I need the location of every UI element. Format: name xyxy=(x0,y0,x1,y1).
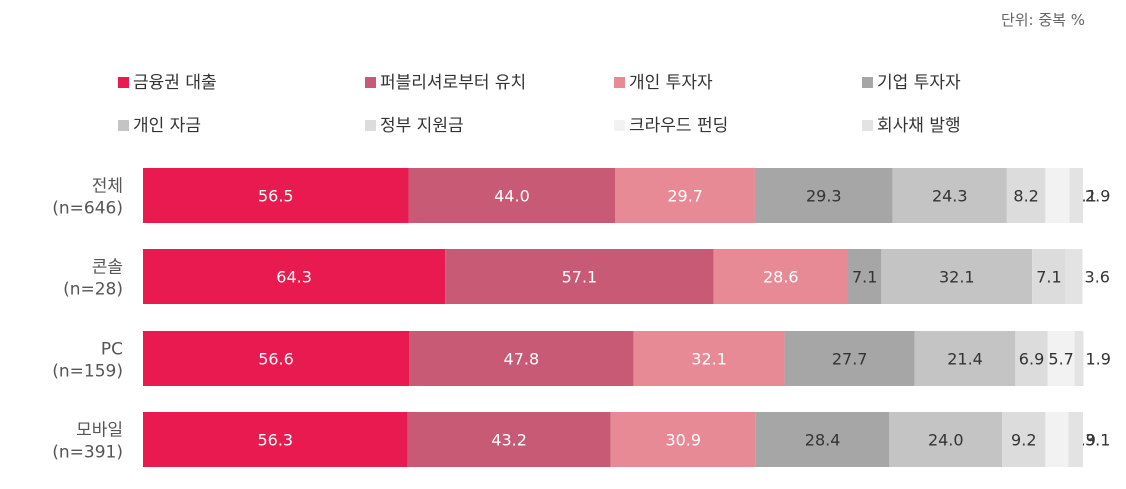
data-label: 2.9 xyxy=(1085,187,1110,206)
bar-segment xyxy=(1015,331,1048,386)
data-label: 3.6 xyxy=(1085,268,1110,287)
legend-label: 개인 자금 xyxy=(133,116,201,136)
data-label: 57.1 xyxy=(562,268,598,287)
bar-segment xyxy=(848,249,882,304)
data-label: 32.1 xyxy=(939,268,975,287)
data-label: 32.1 xyxy=(691,350,727,369)
bar-segment xyxy=(615,168,755,223)
data-label: 1.9 xyxy=(1085,350,1110,369)
legend-label: 기업 투자자 xyxy=(877,73,961,93)
bar-segment xyxy=(1074,331,1084,386)
data-label: 7.1 xyxy=(1036,268,1061,287)
legend-label: 퍼블리셔로부터 유치 xyxy=(380,73,526,93)
data-label: 27.7 xyxy=(832,350,868,369)
data-label: 29.3 xyxy=(806,187,842,206)
legend-swatch xyxy=(365,77,376,88)
bar-segment xyxy=(1045,412,1069,467)
data-label: 24.3 xyxy=(932,187,968,206)
category-axis: 전체(n=646) 콘솔(n=28) PC(n=159) 모바일(n=391) xyxy=(52,177,123,463)
category-label: 모바일 xyxy=(76,421,123,441)
data-label: 8.2 xyxy=(1013,187,1038,206)
bar-segment xyxy=(633,331,785,386)
bar-segment xyxy=(1065,249,1083,304)
data-label: 24.0 xyxy=(928,431,964,450)
bar-segment xyxy=(889,412,1003,467)
data-label: 29.7 xyxy=(667,187,703,206)
category-label: (n=159) xyxy=(52,362,123,382)
data-label: 44.0 xyxy=(494,187,530,206)
data-label: 5.7 xyxy=(1048,350,1073,369)
category-label: (n=391) xyxy=(52,443,123,463)
legend-label: 회사채 발행 xyxy=(877,116,961,136)
bar-segment xyxy=(143,249,446,304)
bar-segment xyxy=(408,168,616,223)
legend-label: 크라우드 펀딩 xyxy=(629,116,728,136)
legend-swatch xyxy=(118,120,129,131)
legend-label: 개인 투자자 xyxy=(629,73,713,93)
bar-segment xyxy=(892,168,1007,223)
legend-swatch xyxy=(862,77,873,88)
data-label: 56.6 xyxy=(258,350,294,369)
data-label: 28.4 xyxy=(805,431,841,450)
bar-segment xyxy=(409,331,634,386)
bar-segment xyxy=(143,168,409,223)
legend-swatch xyxy=(118,77,129,88)
data-label: 21.4 xyxy=(947,350,983,369)
legend-label: 금융권 대출 xyxy=(133,73,217,93)
legend-swatch xyxy=(365,120,376,131)
category-label: 전체 xyxy=(92,177,123,197)
data-label: 30.9 xyxy=(665,431,701,450)
bar-segment xyxy=(754,168,893,223)
legend-swatch xyxy=(614,77,625,88)
data-label: 28.6 xyxy=(763,268,799,287)
category-label: PC xyxy=(101,340,123,360)
bar-segment xyxy=(713,249,848,304)
bar-segment xyxy=(1047,331,1075,386)
data-label: 3.1 xyxy=(1085,431,1110,450)
legend-swatch xyxy=(862,120,873,131)
category-label: 콘솔 xyxy=(92,258,123,278)
data-label: 9.2 xyxy=(1011,431,1036,450)
legend-swatch xyxy=(614,120,625,131)
bar-segment xyxy=(1006,168,1046,223)
category-label: (n=28) xyxy=(63,280,123,300)
bar-segment xyxy=(610,412,756,467)
data-label: 43.2 xyxy=(491,431,527,450)
bar-segment xyxy=(881,249,1033,304)
category-label: (n=646) xyxy=(52,199,123,219)
data-label: 56.3 xyxy=(257,431,293,450)
data-label: 56.5 xyxy=(258,187,294,206)
bar-segment xyxy=(1068,412,1083,467)
bar-segment xyxy=(755,412,890,467)
bar-segment xyxy=(1032,249,1066,304)
bar-segment xyxy=(784,331,915,386)
bar-segment xyxy=(1069,168,1083,223)
unit-note: 단위: 중복 % xyxy=(1001,11,1085,29)
bar-segment xyxy=(143,331,410,386)
data-label: 6.9 xyxy=(1019,350,1044,369)
bar-segment xyxy=(914,331,1016,386)
data-label: 64.3 xyxy=(276,268,312,287)
bar-segment xyxy=(1045,168,1070,223)
bar-segment xyxy=(445,249,714,304)
data-label: 7.1 xyxy=(852,268,877,287)
bar-segment xyxy=(407,412,611,467)
bar-area: 56.5 44.0 29.7 29.3 24.3 8.2 5.12.964.3 57.1 28.… xyxy=(143,168,1111,467)
legend-label: 정부 지원금 xyxy=(380,116,464,136)
bar-segment xyxy=(1002,412,1046,467)
data-label: 47.8 xyxy=(504,350,540,369)
bar-segment xyxy=(143,412,408,467)
